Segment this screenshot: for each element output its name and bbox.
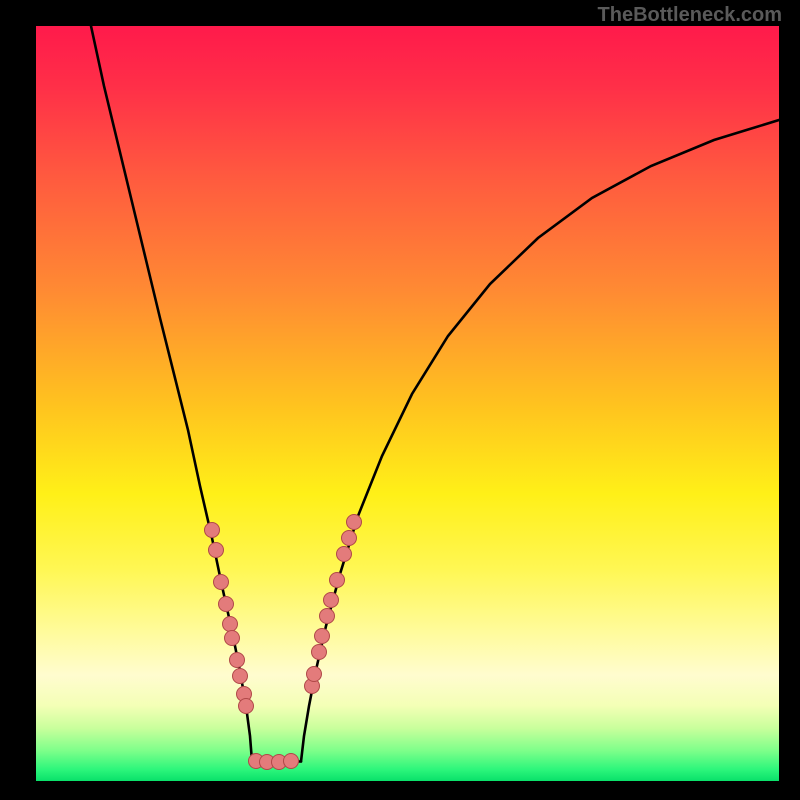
data-marker <box>337 547 352 562</box>
watermark-text: TheBottleneck.com <box>598 4 782 27</box>
data-marker <box>225 631 240 646</box>
data-marker <box>239 699 254 714</box>
data-markers <box>205 515 362 770</box>
data-marker <box>330 573 345 588</box>
bottleneck-curve <box>301 120 779 762</box>
data-marker <box>205 523 220 538</box>
data-marker <box>320 609 335 624</box>
data-marker <box>315 629 330 644</box>
data-marker <box>219 597 234 612</box>
plot-area <box>36 26 779 781</box>
bottleneck-curve <box>91 26 252 762</box>
data-marker <box>347 515 362 530</box>
data-marker <box>223 617 238 632</box>
data-marker <box>342 531 357 546</box>
chart-container: TheBottleneck.com <box>0 0 800 800</box>
data-marker <box>284 754 299 769</box>
data-marker <box>209 543 224 558</box>
data-marker <box>230 653 245 668</box>
data-marker <box>324 593 339 608</box>
data-marker <box>312 645 327 660</box>
data-marker <box>214 575 229 590</box>
curve-overlay <box>36 26 779 781</box>
data-marker <box>307 667 322 682</box>
data-marker <box>233 669 248 684</box>
